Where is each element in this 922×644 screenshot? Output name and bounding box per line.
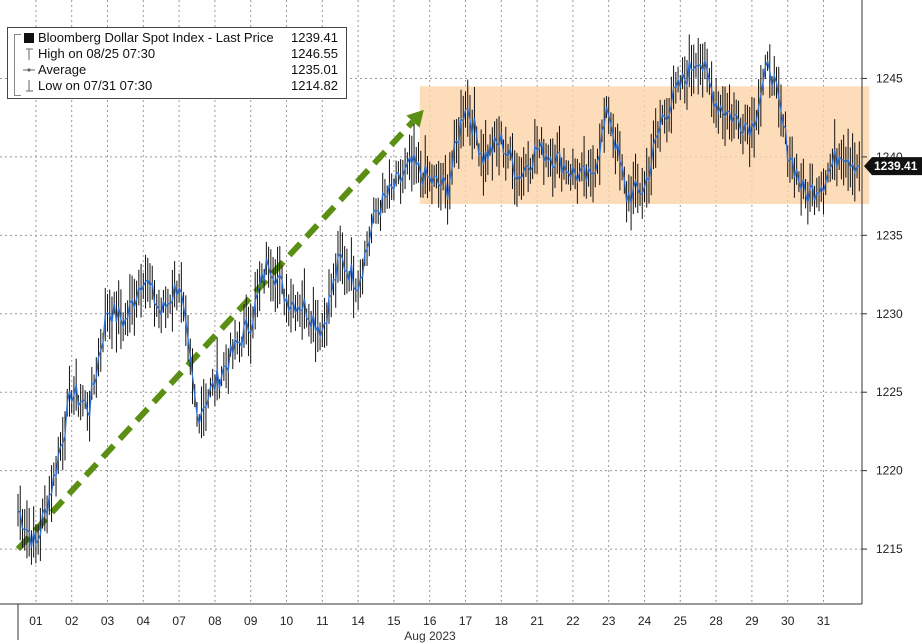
y-tick-label: 1235	[876, 228, 903, 242]
x-tick-label: 03	[101, 614, 115, 628]
price-line	[17, 59, 860, 548]
x-tick-label: 30	[781, 614, 795, 628]
last-price-tag-label: 1239.41	[874, 159, 918, 173]
x-tick-label: 22	[566, 614, 580, 628]
x-tick-label: 04	[137, 614, 151, 628]
x-axis-title: Aug 2023	[404, 629, 456, 643]
legend-high-label: High on 08/25 07:30	[38, 46, 156, 61]
x-tick-label: 02	[65, 614, 79, 628]
x-tick-label: 25	[674, 614, 688, 628]
x-tick-label: 24	[638, 614, 652, 628]
x-tick-label: 01	[29, 614, 43, 628]
low-marker-icon	[22, 78, 36, 94]
y-tick-label: 1245	[876, 71, 903, 85]
trend-arrow-head	[406, 109, 424, 128]
y-tick-label: 1225	[876, 385, 903, 399]
legend-low-label: Low on 07/31 07:30	[38, 78, 153, 93]
legend-bracket	[14, 34, 21, 96]
x-tick-label: 10	[280, 614, 294, 628]
x-tick-label: 08	[208, 614, 222, 628]
x-tick-label: 21	[530, 614, 544, 628]
chart-legend: Bloomberg Dollar Spot Index - Last Price…	[7, 27, 347, 99]
legend-average-value: 1235.01	[291, 62, 338, 77]
legend-low-value: 1214.82	[291, 78, 338, 93]
x-tick-label: 28	[709, 614, 723, 628]
x-tick-label: 16	[423, 614, 437, 628]
x-tick-label: 15	[387, 614, 401, 628]
legend-series-name: Bloomberg Dollar Spot Index - Last Price	[38, 30, 274, 45]
x-tick-label: 14	[351, 614, 365, 628]
legend-average-label: Average	[38, 62, 87, 77]
x-tick-label: 11	[316, 614, 329, 628]
legend-high-value: 1246.55	[291, 46, 338, 61]
x-tick-label: 17	[459, 614, 473, 628]
last-price-tag: 1239.41	[864, 157, 922, 176]
average-marker-icon	[22, 62, 36, 78]
x-tick-label: 18	[495, 614, 509, 628]
x-tick-label: 07	[172, 614, 186, 628]
x-tick-label: 31	[817, 614, 831, 628]
y-tick-label: 1215	[876, 542, 903, 556]
x-tick-label: 29	[745, 614, 759, 628]
legend-row-high: High on 08/25 07:30 1246.55	[8, 46, 346, 62]
legend-row-low: Low on 07/31 07:30 1214.82	[8, 78, 346, 94]
y-tick-label: 1230	[876, 307, 903, 321]
high-marker-icon	[22, 46, 36, 62]
uptrend-arrow	[15, 109, 424, 552]
trend-arrow-shaft	[15, 119, 416, 552]
x-tick-label: 23	[602, 614, 616, 628]
y-tick-label: 1220	[876, 464, 903, 478]
legend-row-last: Bloomberg Dollar Spot Index - Last Price…	[8, 30, 346, 46]
black-square-icon	[22, 30, 36, 46]
x-tick-label: 09	[244, 614, 258, 628]
legend-last-value: 1239.41	[291, 30, 338, 45]
legend-row-average: Average 1235.01	[8, 62, 346, 78]
